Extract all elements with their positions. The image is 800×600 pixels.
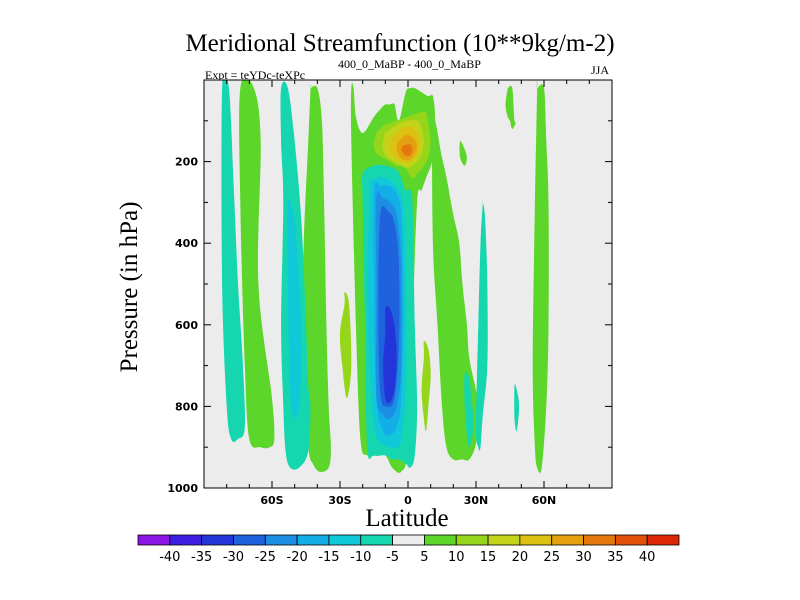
y-tick-label: 400 xyxy=(175,237,198,250)
x-tick-label: 30S xyxy=(328,494,351,507)
x-axis-label: Latitude xyxy=(365,505,449,532)
colorbar-swatch xyxy=(296,534,330,546)
y-tick-label: 200 xyxy=(175,156,198,169)
x-tick-label: 60N xyxy=(532,494,557,507)
contour-region-35-0 xyxy=(401,144,413,157)
contour-region-10-6 xyxy=(532,80,549,473)
colorbar-swatch xyxy=(169,534,203,546)
colorbar-swatch xyxy=(201,534,234,546)
colorbar-swatch xyxy=(137,534,171,546)
contour-region--5-0 xyxy=(221,80,245,442)
colorbar-label: 15 xyxy=(480,550,497,565)
contour-region--30-0 xyxy=(383,305,397,404)
contour-region-10-0 xyxy=(239,80,275,449)
colorbar-label: -10 xyxy=(350,550,371,565)
colorbar-label: -40 xyxy=(159,550,180,565)
contour-region--5-4 xyxy=(464,371,474,448)
colorbar-label: 20 xyxy=(512,550,529,565)
colorbar-swatch xyxy=(233,534,266,546)
colorbar-label: -35 xyxy=(191,550,212,565)
chart-title: Meridional Streamfunction (10**9kg/m-2) xyxy=(185,30,615,57)
contour-fills xyxy=(221,80,549,473)
colorbar-swatch xyxy=(264,534,298,546)
colorbar-label: 10 xyxy=(448,550,465,565)
contour-region--5-3 xyxy=(476,198,488,451)
season-label: JJA xyxy=(591,63,610,77)
colorbar-label: -30 xyxy=(223,550,244,565)
colorbar-label: -15 xyxy=(318,550,339,565)
contour-region-10-1 xyxy=(301,84,331,472)
contour-region-15-2 xyxy=(421,340,431,432)
y-tick-label: 600 xyxy=(175,319,198,332)
colorbar-swatch xyxy=(614,534,648,546)
colorbar-swatch xyxy=(519,534,553,546)
contour-region-15-0 xyxy=(339,292,352,399)
period-label: 400_0_MaBP - 400_0_MaBP xyxy=(338,57,481,71)
y-tick-label: 1000 xyxy=(167,482,198,495)
colorbar-label: -5 xyxy=(386,550,399,565)
colorbar-swatch xyxy=(583,534,616,546)
contour-region--10-0 xyxy=(287,199,302,420)
contour-region--5-5 xyxy=(514,384,520,432)
colorbar-swatch xyxy=(487,534,521,546)
colorbar-swatch xyxy=(424,534,457,546)
x-tick-label: 0 xyxy=(404,494,412,507)
colorbar-swatch xyxy=(646,534,680,546)
colorbar-label: 40 xyxy=(639,550,656,565)
colorbar-label: 5 xyxy=(420,550,428,565)
colorbar-swatch xyxy=(551,534,584,546)
colorbar-label: 30 xyxy=(575,550,592,565)
x-tick-label: 60S xyxy=(260,494,283,507)
y-tick-label: 800 xyxy=(175,400,198,413)
colorbar-swatch xyxy=(360,534,393,546)
colorbar-swatch xyxy=(392,534,425,546)
colorbar-swatch xyxy=(328,534,362,546)
experiment-label: Expt = teYDc-teXPc xyxy=(205,68,306,82)
colorbar-swatch xyxy=(455,534,489,546)
colorbar-label: 25 xyxy=(543,550,560,565)
colorbar-label: 35 xyxy=(607,550,624,565)
colorbar-label: -25 xyxy=(255,550,276,565)
colorbar-label: -20 xyxy=(287,550,308,565)
contour-region-10-5 xyxy=(505,85,517,129)
x-tick-label: 30N xyxy=(464,494,489,507)
contour-region-10-4 xyxy=(459,141,467,166)
